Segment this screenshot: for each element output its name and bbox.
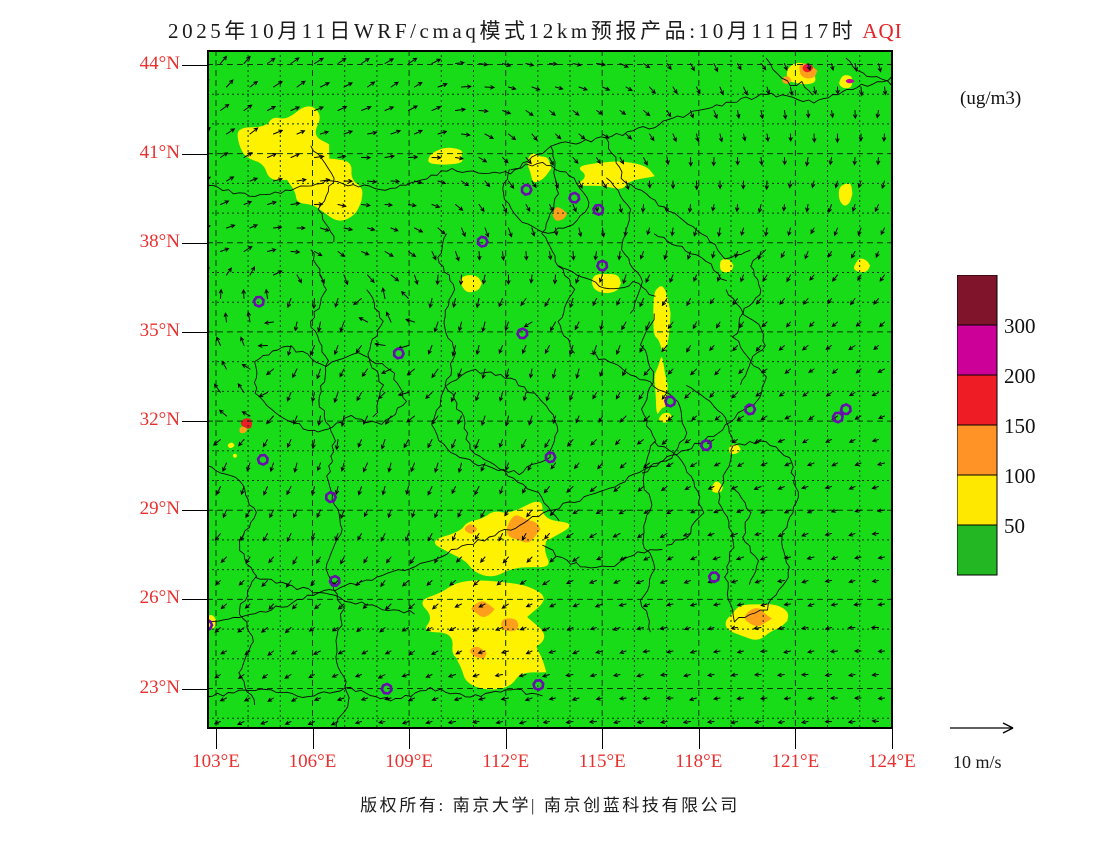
svg-text:200: 200 bbox=[1004, 364, 1036, 388]
svg-text:50: 50 bbox=[1004, 514, 1025, 538]
svg-text:300: 300 bbox=[1004, 314, 1036, 338]
svg-text:100: 100 bbox=[1004, 464, 1036, 488]
svg-text:150: 150 bbox=[1004, 414, 1036, 438]
